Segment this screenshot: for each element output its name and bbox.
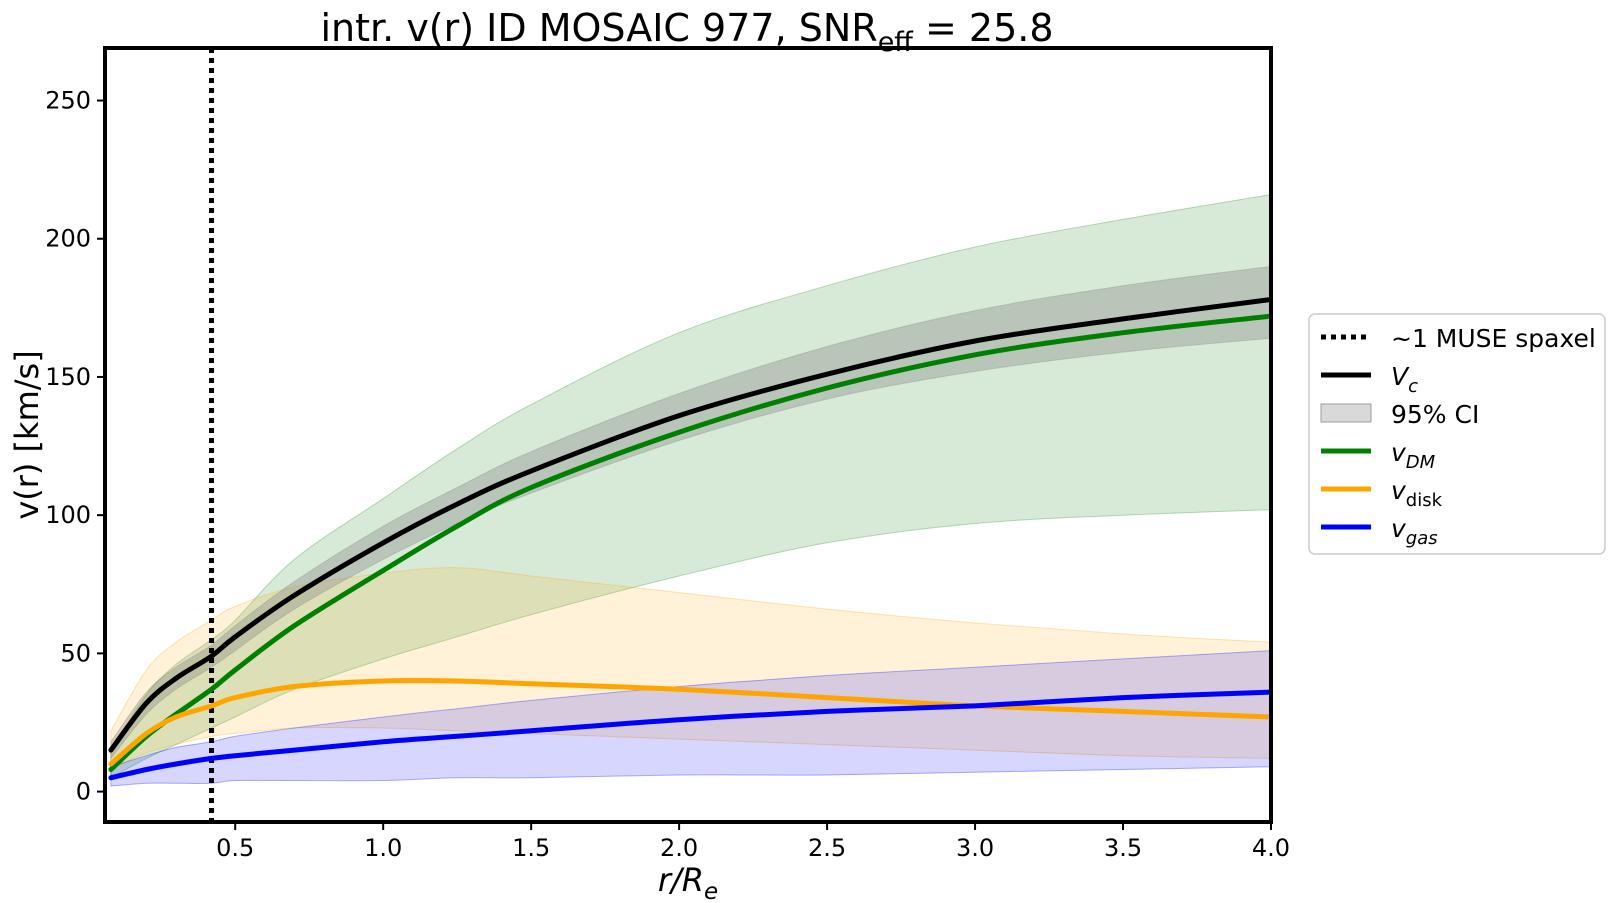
x-tick-label: 2.5 bbox=[808, 834, 846, 862]
x-tick-label: 3.5 bbox=[1104, 834, 1142, 862]
y-tick-label: 100 bbox=[45, 501, 91, 529]
x-axis-ticks: 0.5 1.0 1.5 2.0 2.5 3.0 3.5 4.0 bbox=[216, 822, 1290, 862]
y-tick-label: 200 bbox=[45, 225, 91, 253]
y-tick-label: 50 bbox=[60, 639, 91, 667]
chart-title: intr. v(r) ID MOSAIC 977, SNReff = 25.8 bbox=[320, 6, 1053, 58]
x-axis-label: r/Re bbox=[658, 861, 718, 903]
x-tick-label: 1.5 bbox=[512, 834, 550, 862]
line-vc bbox=[108, 297, 1271, 753]
x-tick-label: 2.0 bbox=[660, 834, 698, 862]
y-tick-label: 0 bbox=[76, 778, 91, 806]
band-disk bbox=[110, 567, 1271, 771]
x-tick-label: 4.0 bbox=[1252, 834, 1290, 862]
line-disk bbox=[108, 677, 1271, 767]
legend-label-dm: vDM bbox=[1391, 438, 1436, 473]
legend-label-vc: Vc bbox=[1391, 362, 1418, 397]
y-tick-label: 250 bbox=[45, 87, 91, 115]
legend-swatch-ci bbox=[1320, 403, 1372, 423]
legend-label-disk: vdisk bbox=[1391, 476, 1443, 511]
y-axis-label: v(r) [km/s] bbox=[8, 350, 46, 519]
line-dm bbox=[108, 313, 1271, 772]
line-gas bbox=[108, 689, 1271, 781]
legend-label-ci: 95% CI bbox=[1391, 400, 1479, 429]
plot-frame bbox=[103, 46, 1273, 824]
y-axis-ticks: 0 50 100 150 200 250 bbox=[45, 87, 105, 806]
y-tick-label: 150 bbox=[45, 363, 91, 391]
x-tick-label: 3.0 bbox=[956, 834, 994, 862]
legend-box bbox=[1308, 313, 1606, 555]
legend-label-vline: ~1 MUSE spaxel bbox=[1391, 324, 1596, 353]
x-tick-label: 1.0 bbox=[364, 834, 402, 862]
legend-label-gas: vgas bbox=[1391, 514, 1438, 549]
series-lines bbox=[108, 297, 1271, 781]
legend: ~1 MUSE spaxel Vc 95% CI vDM vdisk vgas bbox=[1308, 313, 1606, 555]
x-tick-label: 0.5 bbox=[216, 834, 254, 862]
